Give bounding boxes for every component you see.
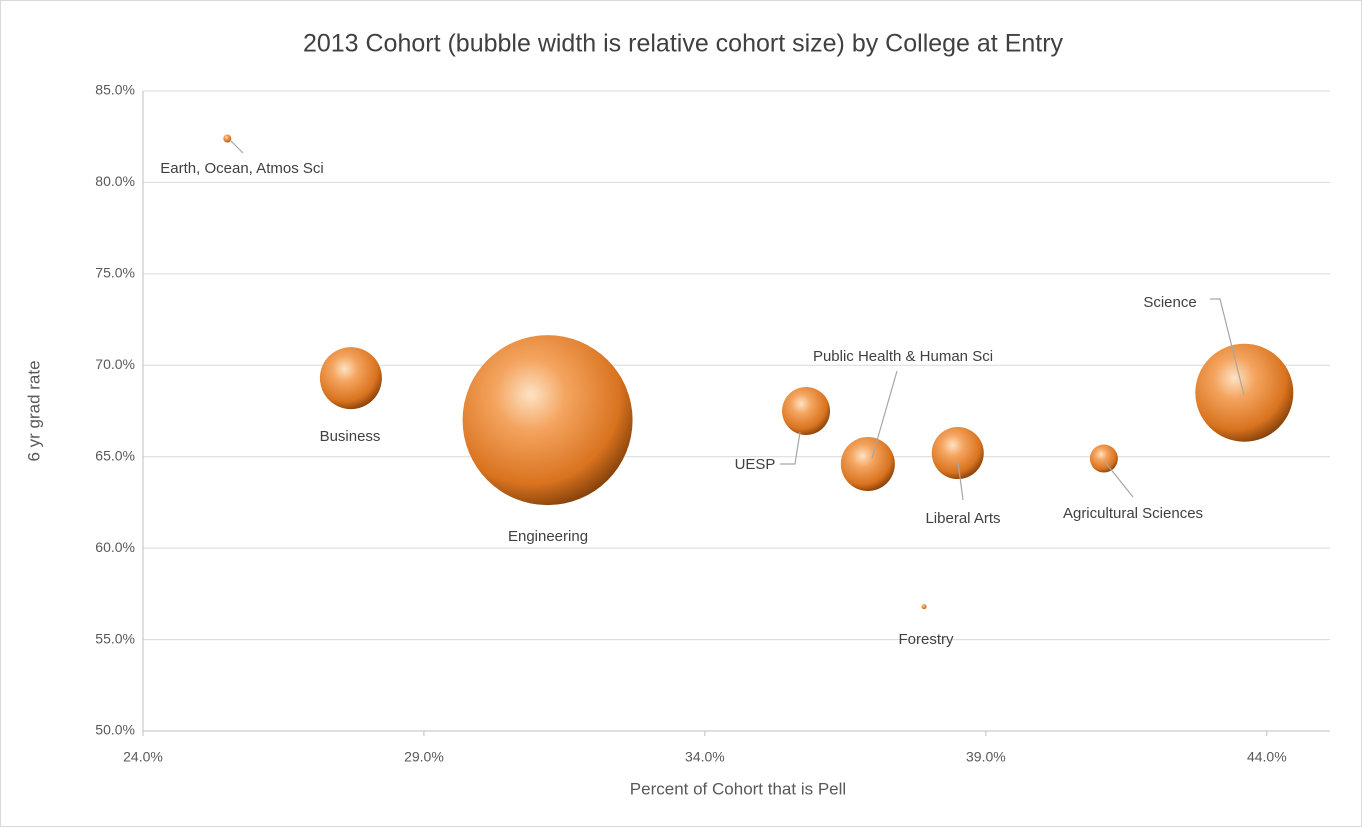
y-tick-label: 55.0% xyxy=(95,630,135,646)
y-tick-label: 70.0% xyxy=(95,356,135,372)
x-tick-label: 34.0% xyxy=(685,749,725,765)
bubble xyxy=(319,347,382,410)
data-label: UESP xyxy=(735,456,776,473)
leader-line xyxy=(957,461,964,501)
leader-line xyxy=(1210,298,1245,396)
bubble xyxy=(1089,444,1118,473)
y-tick-label: 80.0% xyxy=(95,173,135,189)
leader-line xyxy=(780,431,801,465)
y-tick-label: 60.0% xyxy=(95,539,135,555)
chart-title: 2013 Cohort (bubble width is relative co… xyxy=(303,30,1064,58)
x-axis-title: Percent of Cohort that is Pell xyxy=(630,779,846,798)
bubble xyxy=(223,134,232,143)
y-axis-title: 6 yr grad rate xyxy=(24,360,43,461)
leader-line xyxy=(871,370,898,459)
x-tick-label: 39.0% xyxy=(966,749,1006,765)
bubble xyxy=(931,427,984,480)
leader-line xyxy=(1104,461,1134,498)
bubble xyxy=(782,387,831,435)
data-label: Liberal Arts xyxy=(925,510,1000,527)
data-label: Engineering xyxy=(508,528,588,545)
data-label: Public Health & Human Sci xyxy=(813,348,993,365)
bubble xyxy=(921,604,927,610)
y-tick-label: 75.0% xyxy=(95,265,135,281)
data-label: Forestry xyxy=(898,631,954,648)
bubble xyxy=(462,335,633,506)
y-tick-label: 85.0% xyxy=(95,82,135,98)
x-tick-label: 29.0% xyxy=(404,749,444,765)
y-tick-label: 50.0% xyxy=(95,722,135,738)
leader-line xyxy=(229,139,244,154)
y-tick-label: 65.0% xyxy=(95,447,135,463)
data-label: Science xyxy=(1143,294,1196,311)
bubble xyxy=(840,437,895,492)
x-tick-label: 24.0% xyxy=(123,749,163,765)
data-label: Agricultural Sciences xyxy=(1063,505,1203,522)
data-label: Business xyxy=(320,428,381,445)
data-label: Earth, Ocean, Atmos Sci xyxy=(160,160,323,177)
x-tick-label: 44.0% xyxy=(1247,749,1287,765)
bubble xyxy=(1195,343,1294,442)
